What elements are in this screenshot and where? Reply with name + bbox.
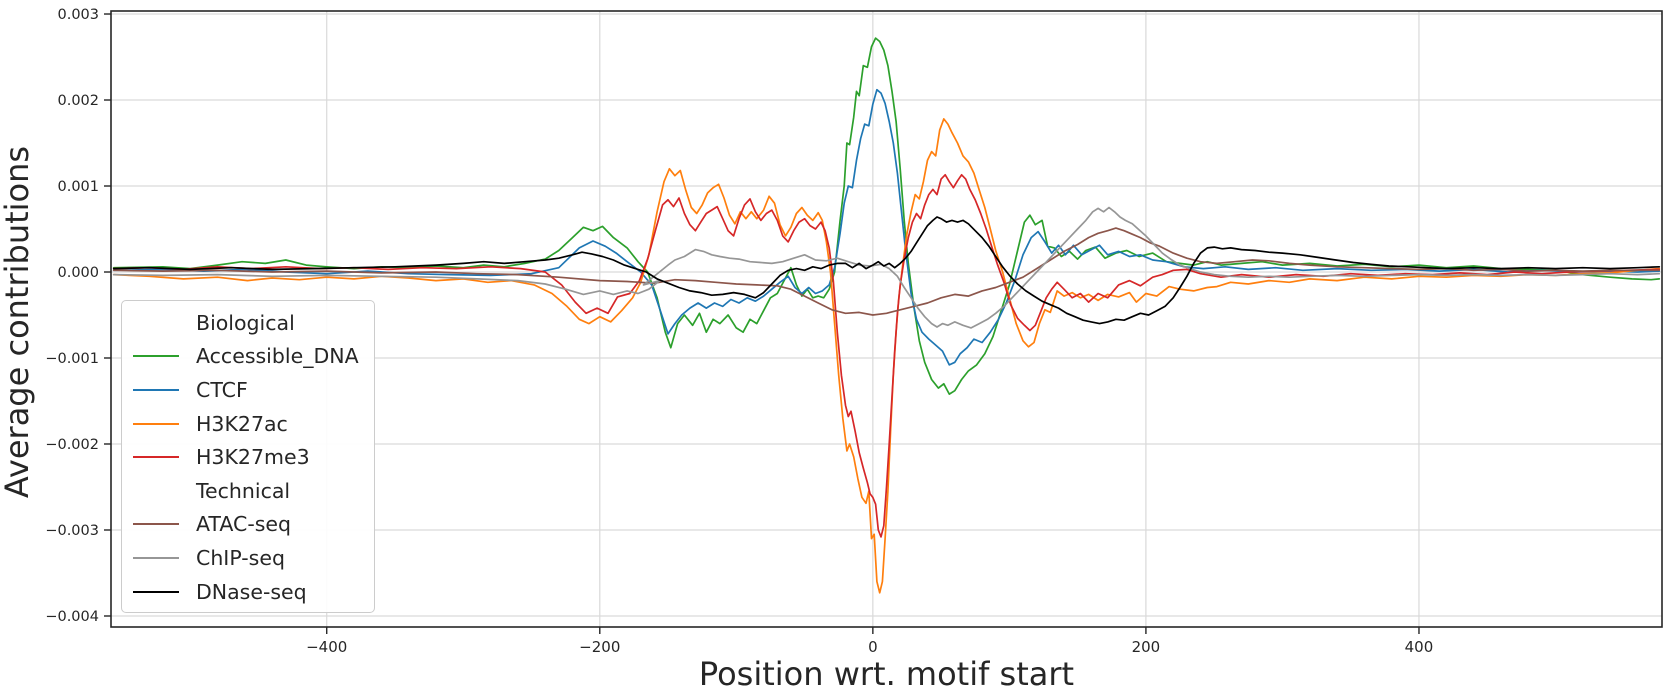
series-line-CTCF [112, 88, 1661, 366]
y-tick-label: 0.002 [57, 93, 99, 109]
x-tick-label: −400 [306, 638, 347, 656]
y-tick-label: 0.003 [57, 7, 99, 23]
legend-line-swatch [133, 590, 179, 593]
legend-line-swatch [133, 556, 179, 559]
y-tick-label: 0.001 [57, 179, 99, 195]
legend-item-label: H3K27me3 [196, 445, 310, 470]
legend-item-row: H3K27me3 [122, 440, 374, 474]
legend-item-row: DNase-seq [122, 575, 374, 609]
y-tick-label: −0.001 [45, 351, 99, 367]
y-tick-label: −0.004 [45, 609, 99, 625]
series-line-H3K27me3 [112, 173, 1661, 538]
legend-group-title-row: Technical [122, 474, 374, 508]
legend-line-swatch [133, 422, 179, 425]
x-tick-label: 200 [1132, 638, 1161, 656]
legend-item-row: ChIP-seq [122, 541, 374, 575]
legend-group-title: Biological [196, 310, 295, 335]
series-line-DNase-seq [112, 216, 1661, 325]
legend-line-swatch [133, 523, 179, 526]
legend-item-label: CTCF [196, 377, 248, 402]
legend-item-row: CTCF [122, 373, 374, 407]
y-tick-label: −0.003 [45, 523, 99, 539]
legend: Biological Accessible_DNA CTCF H3K27ac H3K27… [121, 300, 375, 613]
legend-group-title-row: Biological [122, 306, 374, 340]
x-tick-label: 400 [1405, 638, 1434, 656]
y-axis-title: Average contributions [0, 145, 36, 499]
legend-item-label: ChIP-seq [196, 545, 285, 570]
legend-item-row: Accessible_DNA [122, 340, 374, 374]
x-tick-label: −200 [579, 638, 620, 656]
plot-border [110, 10, 1663, 628]
x-tick-label: 0 [868, 638, 878, 656]
legend-line-swatch [133, 388, 179, 391]
legend-item-label: DNase-seq [196, 579, 307, 604]
legend-item-label: Accessible_DNA [196, 344, 359, 369]
legend-item-label: ATAC-seq [196, 512, 292, 537]
legend-item-row: ATAC-seq [122, 508, 374, 542]
legend-line-swatch [133, 355, 179, 358]
legend-group-title: Technical [196, 478, 291, 503]
x-axis-title: Position wrt. motif start [698, 655, 1075, 693]
legend-item-row: H3K27ac [122, 407, 374, 441]
y-tick-label: −0.002 [45, 437, 99, 453]
legend-item-label: H3K27ac [196, 411, 288, 436]
legend-line-swatch [133, 456, 179, 459]
y-tick-label: 0.000 [57, 265, 99, 281]
